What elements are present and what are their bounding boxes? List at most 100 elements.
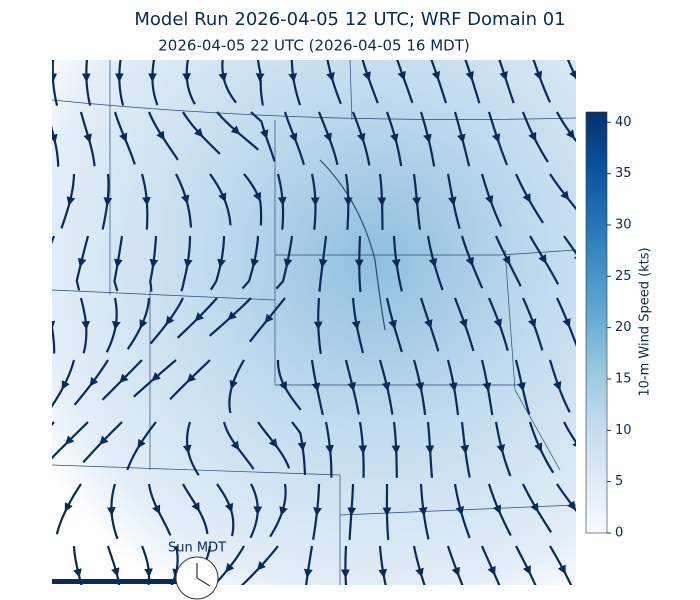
streamline — [310, 359, 321, 392]
streamline — [460, 235, 474, 267]
streamline — [453, 297, 468, 329]
streamline — [283, 111, 298, 143]
streamline — [351, 386, 360, 415]
streamline — [532, 323, 544, 351]
streamline — [538, 75, 552, 103]
streamline — [498, 323, 509, 352]
streamline — [549, 545, 566, 575]
streamline — [243, 173, 262, 202]
streamline — [361, 449, 365, 478]
streamline — [422, 511, 430, 540]
colorbar-tick-label: 10 — [615, 423, 632, 438]
streamline — [37, 262, 44, 289]
streamline — [480, 359, 492, 392]
streamline — [507, 260, 522, 287]
streamlines — [36, 60, 631, 585]
streamline — [53, 138, 60, 167]
streamline — [89, 359, 109, 387]
streamline — [480, 173, 494, 205]
streamline — [111, 297, 121, 331]
streamline — [194, 297, 218, 322]
streamline — [275, 263, 289, 290]
streamline — [36, 360, 40, 388]
streamline — [382, 573, 387, 585]
streamline — [487, 111, 501, 143]
streamline — [64, 483, 82, 513]
streamline — [126, 444, 141, 471]
streamline — [386, 386, 394, 415]
streamline — [426, 235, 438, 268]
streamline — [313, 201, 317, 230]
streamline — [459, 511, 471, 539]
streamline — [72, 545, 82, 578]
streamline — [103, 173, 113, 207]
streamline — [113, 235, 124, 268]
streamline — [82, 325, 88, 354]
streamline — [276, 173, 287, 206]
streamline — [313, 297, 323, 331]
streamline — [52, 320, 56, 330]
streamline — [240, 566, 261, 585]
streamline — [283, 386, 302, 411]
streamline — [584, 546, 598, 570]
streamline — [216, 111, 241, 135]
streamline — [157, 509, 172, 536]
streamline — [52, 77, 59, 106]
streamline — [402, 76, 414, 104]
streamline — [137, 421, 157, 449]
streamline — [503, 76, 515, 104]
streamline — [256, 545, 279, 571]
streamline — [119, 359, 143, 384]
streamline — [149, 235, 159, 269]
streamline — [305, 573, 309, 585]
colorbar-tick-label: 35 — [615, 166, 632, 181]
streamline — [419, 111, 432, 144]
streamline — [269, 511, 284, 538]
streamline — [79, 297, 91, 330]
streamline — [222, 421, 240, 451]
streamline — [527, 198, 544, 224]
streamline — [329, 449, 333, 478]
streamline — [255, 60, 265, 83]
streamline — [303, 545, 314, 579]
streamline — [115, 572, 121, 585]
streamline — [361, 60, 371, 81]
streamline — [533, 137, 549, 163]
streamline — [498, 60, 508, 81]
streamline — [52, 385, 65, 408]
streamline — [249, 510, 259, 539]
streamline — [395, 449, 398, 478]
streamline — [176, 317, 199, 339]
streamline — [328, 137, 339, 166]
streamline — [186, 449, 200, 476]
streamline — [79, 111, 92, 144]
colorbar-label: 10-m Wind Speed (kts) — [638, 247, 653, 396]
streamline — [250, 483, 263, 516]
colorbar-tick-label: 30 — [615, 217, 632, 232]
streamline — [415, 201, 422, 230]
streamline — [257, 421, 278, 448]
streamline — [392, 324, 403, 353]
streamline — [149, 263, 155, 292]
streamline — [377, 173, 387, 207]
streamline — [185, 199, 193, 228]
streamline — [318, 235, 328, 269]
streamline — [82, 441, 104, 464]
streamline — [133, 377, 156, 398]
streamline — [354, 235, 364, 269]
streamline — [464, 60, 474, 81]
streamline — [429, 449, 434, 478]
streamline — [610, 133, 631, 151]
streamline — [351, 297, 361, 331]
streamline — [556, 297, 571, 328]
streamline — [391, 235, 401, 269]
streamline — [315, 387, 324, 416]
streamline — [222, 197, 232, 226]
streamline — [257, 197, 263, 226]
streamline — [500, 449, 512, 477]
time-bar — [52, 579, 180, 584]
streamline — [565, 195, 576, 211]
streamline — [486, 387, 494, 416]
streamline — [562, 569, 573, 585]
